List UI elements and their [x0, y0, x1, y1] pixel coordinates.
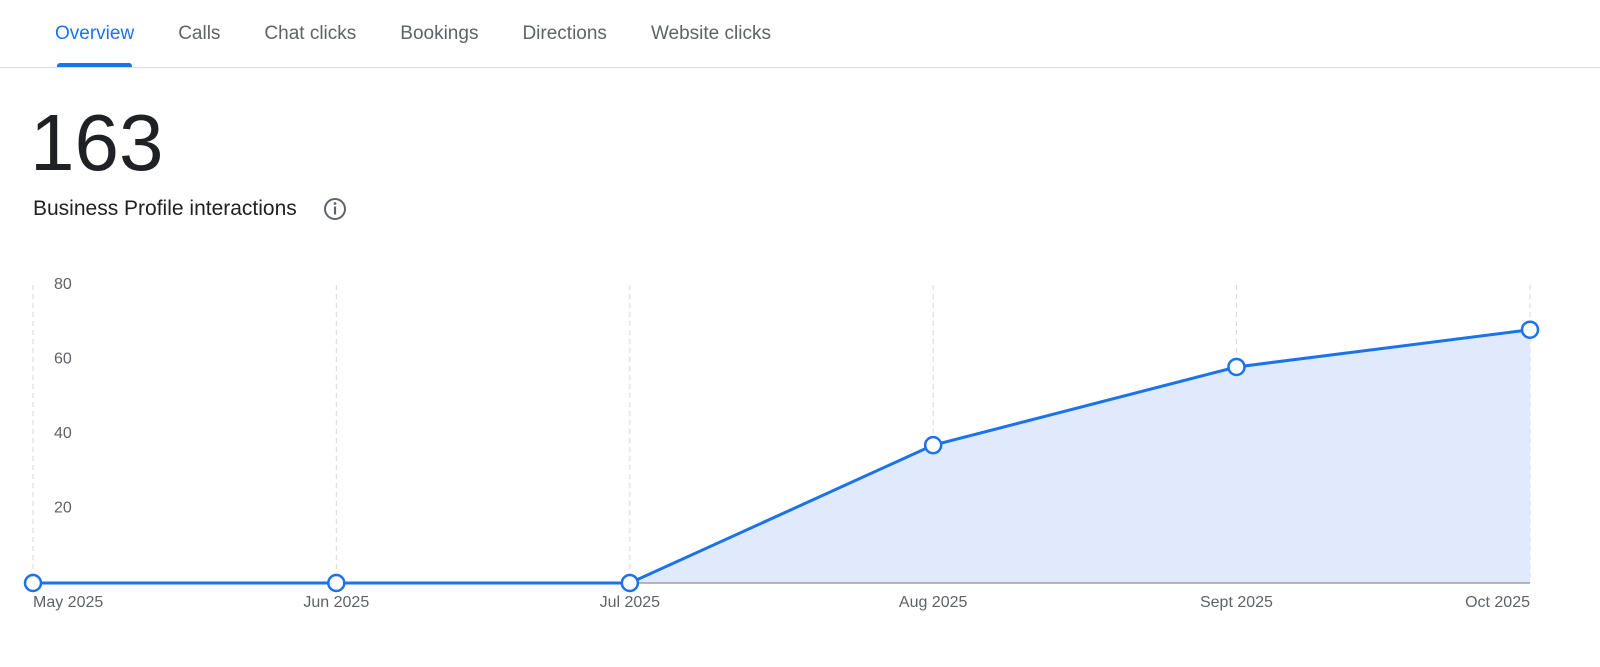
- x-tick-label: Sept 2025: [1200, 594, 1273, 611]
- point: [1520, 320, 1540, 339]
- x-tick-label: May 2025: [33, 594, 103, 611]
- tab[interactable]: Website clicks: [650, 23, 771, 44]
- tab-bar: Overview Calls Chat clicks Bookings Directio…: [55, 0, 815, 67]
- total-value: 163: [30, 98, 164, 187]
- line: [33, 328, 1531, 585]
- tab[interactable]: Overview: [55, 0, 134, 67]
- point: [620, 573, 640, 593]
- x-tick-label: Oct 2025: [1465, 594, 1530, 611]
- y-tick-label: 80: [54, 276, 72, 293]
- tab[interactable]: Directions: [522, 23, 607, 44]
- tab[interactable]: Calls: [178, 23, 221, 44]
- tab[interactable]: Bookings: [400, 23, 479, 44]
- point: [1227, 357, 1246, 377]
- area: [33, 329, 1530, 583]
- tab[interactable]: Chat clicks: [264, 23, 357, 44]
- point: [327, 573, 346, 593]
- y-tick-label: 60: [54, 351, 72, 368]
- x-tick-label: Aug 2025: [899, 594, 968, 611]
- total-label: Business Profile interactions: [33, 197, 297, 220]
- x-tick-label: Jun 2025: [303, 594, 369, 611]
- point: [23, 573, 43, 593]
- divider: [0, 67, 1600, 68]
- info-icon[interactable]: [324, 198, 346, 220]
- y-tick-label: 20: [54, 500, 72, 517]
- x-tick-label: Jul 2025: [600, 594, 661, 611]
- point: [923, 435, 943, 455]
- y-tick-label: 40: [54, 425, 72, 442]
